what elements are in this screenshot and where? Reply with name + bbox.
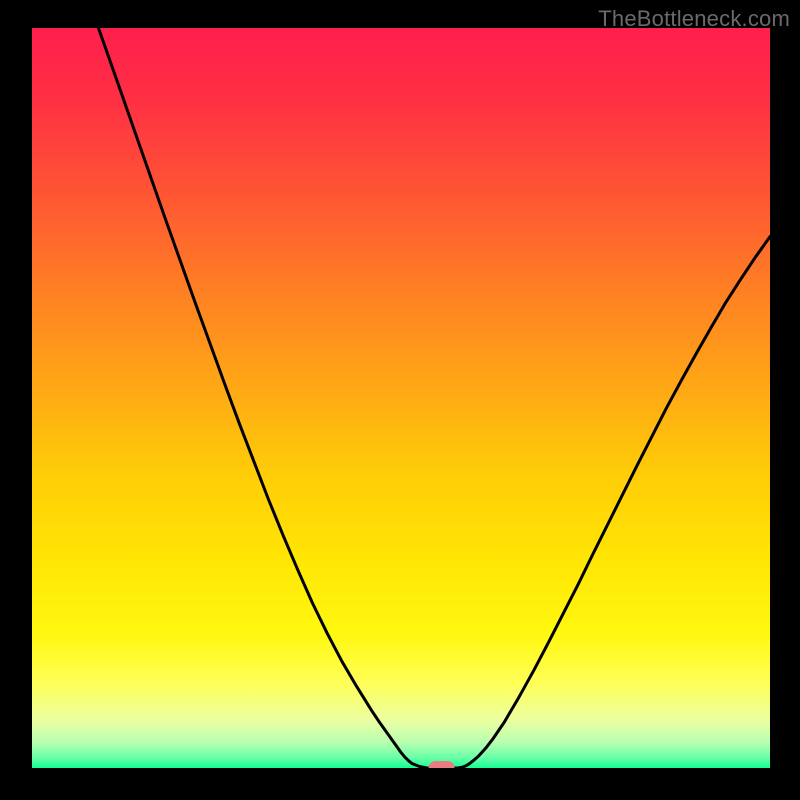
plot-svg [32, 28, 770, 768]
plot-background [32, 28, 770, 768]
watermark-text: TheBottleneck.com [598, 6, 790, 32]
optimum-marker [429, 761, 455, 768]
chart-container: TheBottleneck.com [0, 0, 800, 800]
plot-area [32, 28, 770, 768]
